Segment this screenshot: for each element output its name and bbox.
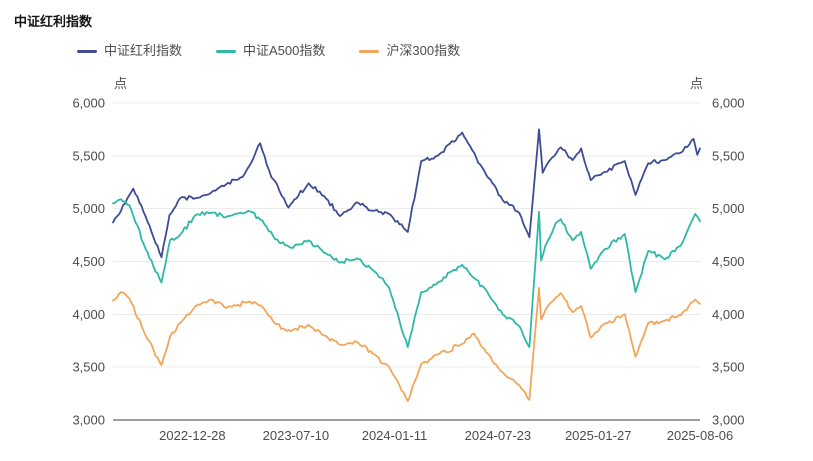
legend-item-label: 沪深300指数 (386, 43, 461, 58)
x-axis-label: 2024-07-23 (465, 428, 532, 443)
y-axis-label-right: 6,000 (712, 96, 745, 111)
x-axis-label: 2023-07-10 (263, 428, 330, 443)
y-axis-label-left: 3,000 (72, 413, 105, 428)
y-axis-label-left: 4,500 (72, 254, 105, 269)
y-axis-label-right: 5,000 (712, 201, 745, 216)
legend-item-label: 中证红利指数 (104, 43, 183, 58)
legend: 中证红利指数 中证A500指数 沪深300指数 (77, 44, 460, 58)
y-axis-label-left: 3,500 (72, 360, 105, 375)
y-axis-label-right: 3,500 (712, 360, 745, 375)
x-axis-label: 2025-01-27 (565, 428, 632, 443)
y-axis-label-right: 5,500 (712, 148, 745, 163)
legend-item-csi-300[interactable]: 沪深300指数 (359, 44, 460, 58)
y-axis-label-left: 5,500 (72, 148, 105, 163)
y-axis-label-right: 3,000 (712, 413, 745, 428)
line-swatch-icon (77, 49, 97, 53)
x-axis-label: 2024-01-11 (362, 428, 428, 443)
x-axis-label: 2025-08-06 (667, 428, 734, 443)
series-line-1 (112, 128, 701, 259)
legend-item-csi-dividend[interactable]: 中证红利指数 (77, 44, 182, 58)
y-axis-label-left: 4,000 (72, 307, 105, 322)
series-line-3 (112, 287, 701, 402)
y-axis-label-left: 5,000 (72, 201, 105, 216)
legend-item-label: 中证A500指数 (243, 43, 326, 58)
series-line-2 (112, 198, 701, 348)
y-axis-unit-right: 点 (690, 76, 704, 91)
legend-item-csi-a500[interactable]: 中证A500指数 (216, 44, 325, 58)
line-swatch-icon (359, 49, 380, 53)
y-axis-label-right: 4,000 (712, 307, 745, 322)
line-swatch-icon (216, 49, 237, 53)
y-axis-label-left: 6,000 (72, 96, 105, 111)
chart-title: 中证红利指数 (14, 14, 93, 29)
x-axis-label: 2022-12-28 (159, 428, 226, 443)
y-axis-unit-left: 点 (114, 76, 128, 91)
y-axis-label-right: 4,500 (712, 254, 745, 269)
